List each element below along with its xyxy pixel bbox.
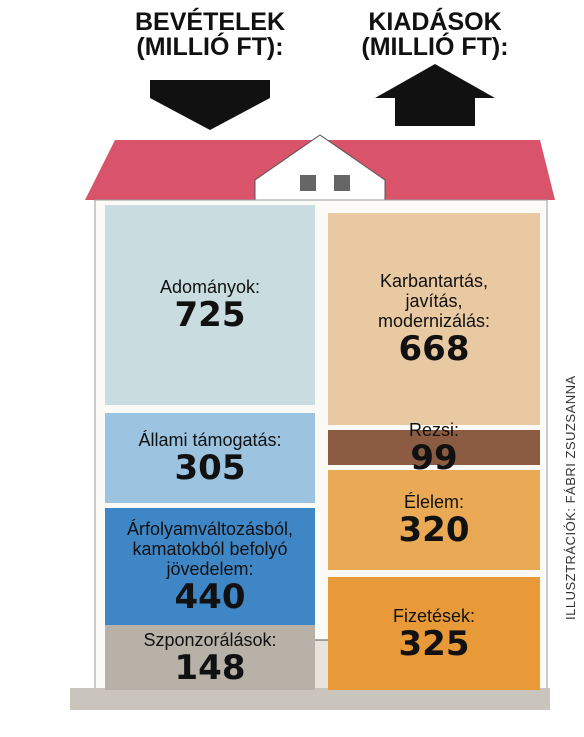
expense-title: KIADÁSOK (MILLIÓ FT): xyxy=(325,10,545,60)
block-label: Rezsi: xyxy=(409,420,459,440)
block-label: modernizálás: xyxy=(378,311,490,331)
block-value: 325 xyxy=(399,626,470,662)
block-label: Adományok: xyxy=(160,277,260,297)
title-line: BEVÉTELEK xyxy=(100,10,320,35)
title-line: (MILLIÓ FT): xyxy=(325,35,545,60)
block-value: 668 xyxy=(399,331,470,367)
block-label: Élelem: xyxy=(404,492,464,512)
block: Karbantartás,javítás,modernizálás:668 xyxy=(328,213,540,425)
window xyxy=(334,175,350,191)
block-label: Karbantartás, xyxy=(380,271,488,291)
page: BEVÉTELEK (MILLIÓ FT): KIADÁSOK (MILLIÓ … xyxy=(0,0,584,737)
block: Állami támogatás:305 xyxy=(105,413,315,503)
block-value: 440 xyxy=(175,579,246,615)
block: Szponzorálások:148 xyxy=(105,625,315,690)
block-value: 320 xyxy=(399,512,470,548)
block-value: 305 xyxy=(175,450,246,486)
block-value: 148 xyxy=(175,650,246,686)
income-title: BEVÉTELEK (MILLIÓ FT): xyxy=(100,10,320,60)
window xyxy=(300,175,316,191)
title-line: (MILLIÓ FT): xyxy=(100,35,320,60)
block-label: Árfolyamváltozásból, xyxy=(127,519,293,539)
block: Élelem:320 xyxy=(328,470,540,570)
arrow-up xyxy=(375,64,495,126)
arrow-down xyxy=(150,80,270,130)
title-line: KIADÁSOK xyxy=(325,10,545,35)
block-label: javítás, xyxy=(405,291,462,311)
block-value: 725 xyxy=(175,297,246,333)
block-label: Állami támogatás: xyxy=(138,430,281,450)
block-label: Fizetések: xyxy=(393,606,475,626)
block-label: Szponzorálások: xyxy=(143,630,276,650)
block: Adományok:725 xyxy=(105,205,315,405)
block-label: kamatokból befolyó xyxy=(132,539,287,559)
ground xyxy=(70,688,550,710)
block: Fizetések:325 xyxy=(328,577,540,690)
block: Rezsi:99 xyxy=(328,430,540,465)
credit: ILLUSZTRÁCIÓK: FÁBRI ZSUZSANNA xyxy=(563,375,578,620)
block-label: jövedelem: xyxy=(166,559,253,579)
